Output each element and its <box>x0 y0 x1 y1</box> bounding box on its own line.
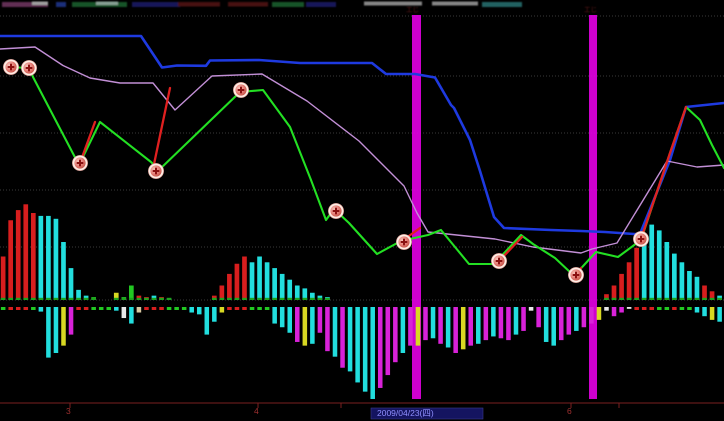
svg-text:工じ: 工じ <box>584 6 597 14</box>
svg-text:2009/04/23(四): 2009/04/23(四) <box>377 408 434 418</box>
svg-text:4: 4 <box>254 406 259 416</box>
svg-text:工じ: 工じ <box>406 6 419 14</box>
svg-text:3: 3 <box>66 406 71 416</box>
svg-text:6: 6 <box>567 406 572 416</box>
